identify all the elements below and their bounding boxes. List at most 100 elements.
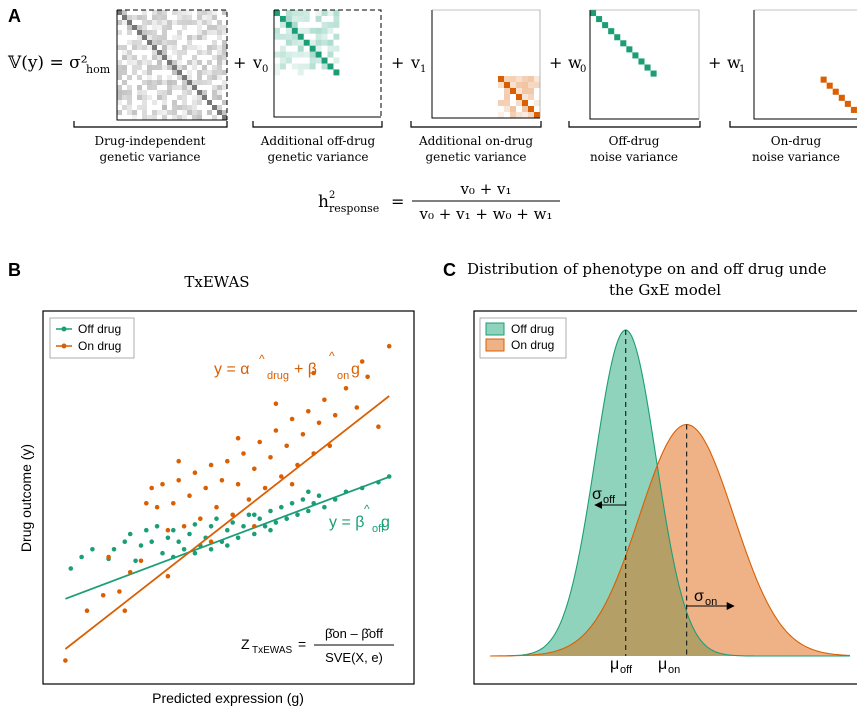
matrix-cell	[137, 45, 142, 50]
off-drug-point	[208, 524, 214, 529]
matrix-cell	[212, 65, 217, 70]
matrix-cell	[142, 30, 147, 35]
matrix-cell	[309, 51, 316, 58]
matrix-frame	[432, 9, 541, 118]
matrix-cell	[297, 63, 304, 70]
on-drug-point	[252, 524, 257, 529]
matrix-cell	[132, 15, 137, 20]
matrix-cell	[187, 10, 192, 15]
matrix-cell	[147, 35, 152, 40]
matrix-cell	[142, 45, 147, 50]
eq-on-hat1: ^	[259, 352, 265, 366]
matrix-cell	[172, 80, 177, 85]
matrix-cell	[197, 115, 202, 120]
matrix-cell	[162, 40, 167, 45]
matrix-diagonal-cell	[632, 52, 639, 59]
matrix-cell	[297, 69, 304, 76]
matrix-cell	[297, 15, 304, 22]
off-drug-point	[262, 524, 268, 529]
matrix-cell	[122, 45, 127, 50]
matrix-cell	[142, 110, 147, 115]
matrix-cell	[182, 10, 187, 15]
matrix-diagonal-cell	[177, 70, 182, 75]
z-numerator: β̂on – β̂off	[325, 626, 383, 641]
on-drug-point	[117, 589, 122, 594]
matrix-cell	[137, 25, 142, 30]
term-label: Off-drug	[609, 134, 660, 148]
matrix-cell	[285, 27, 292, 34]
matrix-cell	[122, 50, 127, 55]
on-drug-point	[386, 343, 392, 349]
matrix-diagonal-cell	[820, 76, 827, 83]
matrix-diagonal-cell	[147, 40, 152, 45]
matrix-cell	[167, 80, 172, 85]
z-sub: TxEWAS	[252, 645, 293, 656]
matrix-cell	[309, 57, 316, 64]
matrix-diagonal-cell	[614, 34, 621, 41]
matrix-cell	[192, 105, 197, 110]
matrix-cell	[137, 40, 142, 45]
variance-equation-lhs: 𝕍(y) = σ² hom	[7, 53, 111, 76]
matrix-cell	[147, 20, 152, 25]
plot-frame	[473, 310, 857, 685]
x-axis-label: Predicted expression (g)	[152, 690, 304, 706]
matrix-cell	[192, 100, 197, 105]
z-eq: =	[298, 636, 306, 652]
matrix-cell	[510, 82, 516, 88]
matrix-diagonal-cell	[127, 20, 132, 25]
matrix-cell	[197, 95, 202, 100]
off-drug-point	[268, 508, 273, 514]
on-drug-point	[144, 501, 149, 506]
matrix-cell	[285, 33, 292, 40]
matrix-cell	[182, 115, 187, 120]
matrix-diagonal-cell	[162, 55, 167, 60]
matrix-cell	[528, 82, 534, 88]
matrix-cell	[217, 75, 222, 80]
matrix-cell	[504, 76, 510, 82]
on-drug-point	[246, 497, 252, 502]
term-label: noise variance	[590, 150, 678, 164]
matrix-cell	[309, 39, 316, 46]
on-drug-point	[300, 432, 306, 437]
matrix-cell	[152, 65, 157, 70]
matrix-cell	[528, 112, 534, 118]
matrix-cell	[127, 60, 132, 65]
matrix-cell	[207, 80, 212, 85]
matrix-cell	[303, 15, 310, 22]
matrix-cell	[187, 105, 192, 110]
sigma-on-annotation: σ on	[694, 588, 717, 608]
matrix-cell	[127, 50, 132, 55]
panel-a: A 𝕍(y) = σ² hom + v 0 + v 1 + w 0 + w 1	[7, 6, 857, 223]
matrix-cell	[197, 25, 202, 30]
matrix-cell	[182, 15, 187, 20]
legend-b: Off drug On drug	[49, 317, 135, 359]
matrix-cell	[197, 15, 202, 20]
on-drug-point	[289, 416, 295, 422]
matrix-cell	[142, 60, 147, 65]
off-drug-point	[165, 535, 171, 541]
matrix-cell	[516, 82, 522, 88]
off-drug-point	[79, 554, 84, 560]
matrix-cell	[187, 90, 192, 95]
matrix-cell	[142, 55, 147, 60]
matrix-cell	[182, 105, 187, 110]
heritability-numerator: v₀ + v₁	[459, 180, 511, 198]
matrix-cell	[152, 110, 157, 115]
matrix-cell	[297, 45, 304, 52]
matrix-cell	[315, 39, 322, 46]
matrix-cell	[333, 21, 340, 28]
on-drug-point	[225, 458, 230, 464]
matrix-cell	[182, 90, 187, 95]
matrix-cell	[207, 50, 212, 55]
panel-c-title-line1: Distribution of phenotype on and off dru…	[467, 260, 827, 278]
matrix-cell	[192, 80, 197, 85]
matrix-frame	[590, 9, 700, 119]
matrix-cell	[157, 75, 162, 80]
matrix-cell	[182, 85, 187, 90]
matrix-cell	[212, 30, 217, 35]
matrix-diagonal-cell	[333, 69, 340, 76]
matrix-cell	[182, 100, 187, 105]
matrix-cell	[117, 90, 122, 95]
on-drug-point	[306, 409, 311, 414]
matrix-diagonal-cell	[285, 21, 292, 28]
